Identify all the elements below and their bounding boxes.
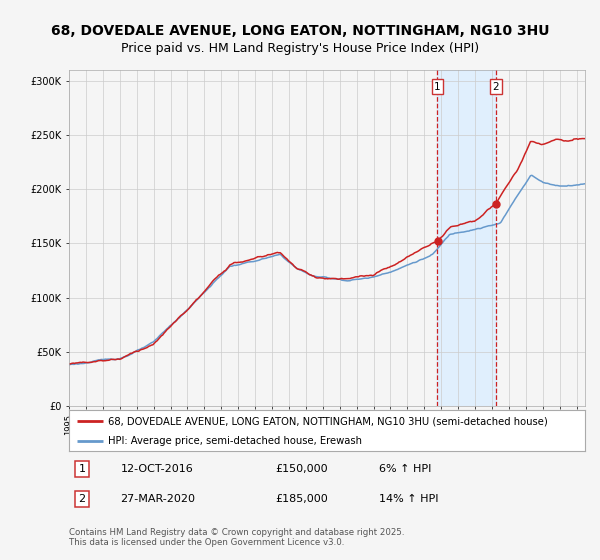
Bar <box>437 70 496 406</box>
Text: 2: 2 <box>493 82 499 92</box>
Text: 1: 1 <box>79 464 85 474</box>
Text: Contains HM Land Registry data © Crown copyright and database right 2025.
This d: Contains HM Land Registry data © Crown c… <box>69 528 404 547</box>
Text: 1: 1 <box>434 82 441 92</box>
Text: £185,000: £185,000 <box>275 494 328 504</box>
Text: 68, DOVEDALE AVENUE, LONG EATON, NOTTINGHAM, NG10 3HU: 68, DOVEDALE AVENUE, LONG EATON, NOTTING… <box>51 24 549 38</box>
Text: 14% ↑ HPI: 14% ↑ HPI <box>379 494 438 504</box>
Text: £150,000: £150,000 <box>275 464 328 474</box>
Text: 6% ↑ HPI: 6% ↑ HPI <box>379 464 431 474</box>
Text: 12-OCT-2016: 12-OCT-2016 <box>121 464 193 474</box>
Text: 27-MAR-2020: 27-MAR-2020 <box>121 494 196 504</box>
Text: 68, DOVEDALE AVENUE, LONG EATON, NOTTINGHAM, NG10 3HU (semi-detached house): 68, DOVEDALE AVENUE, LONG EATON, NOTTING… <box>108 417 547 426</box>
Text: 2: 2 <box>79 494 85 504</box>
Text: HPI: Average price, semi-detached house, Erewash: HPI: Average price, semi-detached house,… <box>108 436 362 446</box>
Text: Price paid vs. HM Land Registry's House Price Index (HPI): Price paid vs. HM Land Registry's House … <box>121 42 479 55</box>
